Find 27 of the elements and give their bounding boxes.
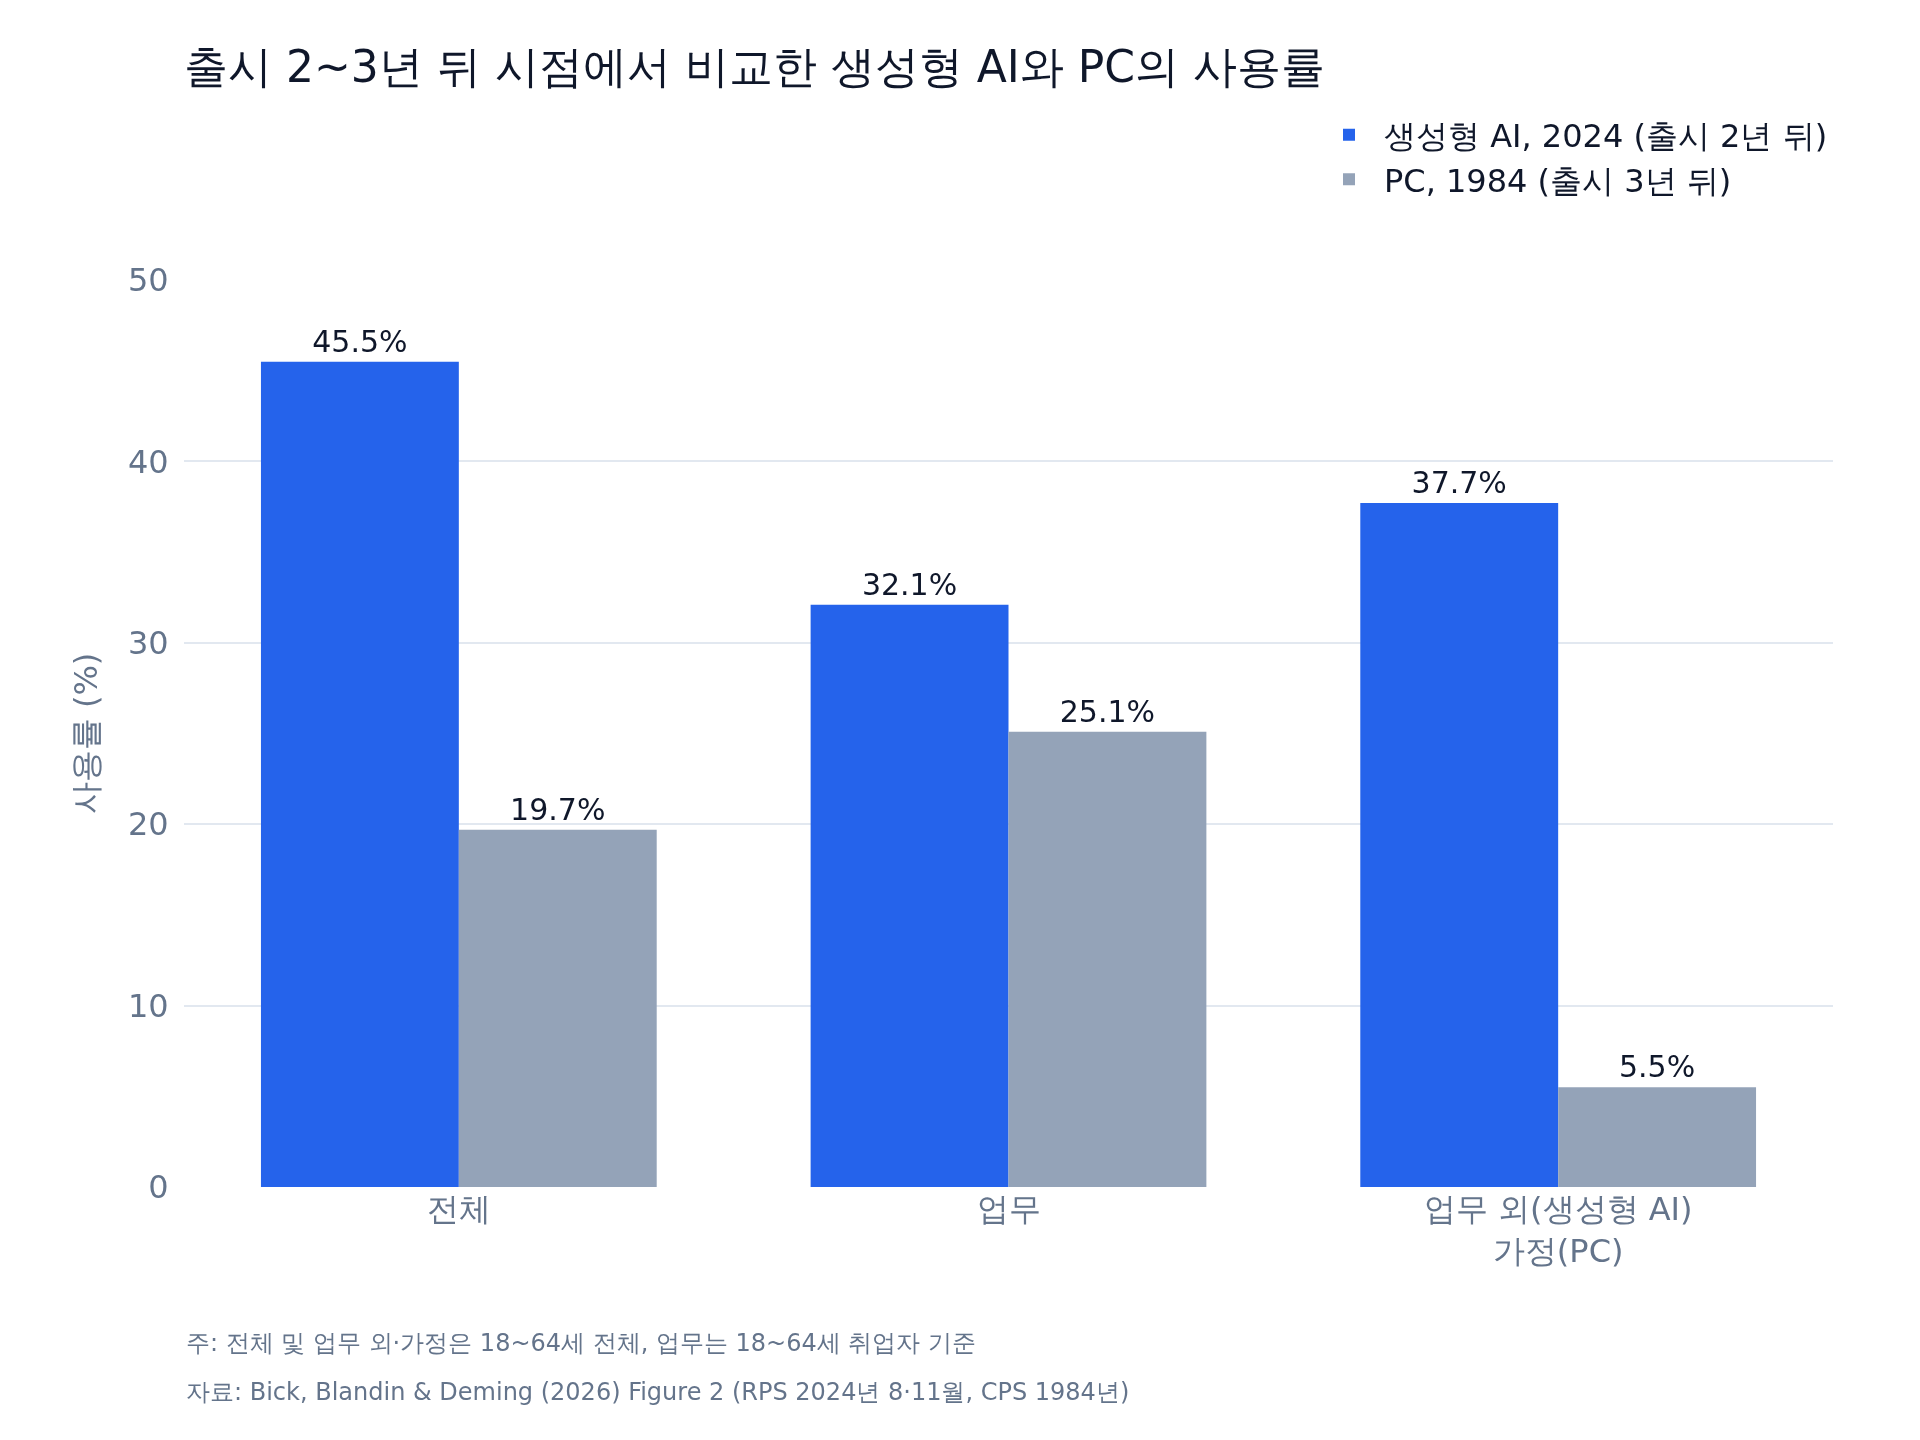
y-tick-label: 40 (127, 442, 169, 481)
y-tick-label: 50 (127, 261, 169, 300)
data-label: 5.5% (1619, 1049, 1696, 1085)
data-label: 25.1% (1059, 693, 1156, 729)
y-tick-label: 10 (127, 986, 169, 1025)
data-label: 19.7% (510, 791, 606, 827)
x-tick-label: 업무 (976, 1190, 1041, 1228)
bar (458, 829, 657, 1187)
chart-title: 출시 2~3년 뒤 시점에서 비교한 생성형 AI와 PC의 사용률 (184, 41, 1326, 93)
y-axis-title: 사용률 (%) (67, 652, 106, 815)
data-label: 37.7% (1411, 465, 1507, 501)
bar (1008, 731, 1207, 1187)
bar (260, 361, 459, 1187)
data-label: 32.1% (861, 566, 958, 602)
y-tick-label: 30 (127, 624, 169, 662)
text: 주: 전체 및 업무 외·가정은 18~64세 전체, 업무는 18~64세 취업자 기준 (186, 1329, 977, 1357)
x-tick-label: 전체 (426, 1190, 491, 1228)
bar (1558, 1087, 1757, 1187)
text: 자료: Bick, Blandin & Deming (2026) Figure 2 (RPS 2024년 8·11월, CPS 1984년) (186, 1378, 1130, 1406)
y-tick-label: 0 (148, 1168, 169, 1207)
bar (1360, 503, 1559, 1187)
data-label: 45.5% (312, 323, 408, 359)
legend-label: PC, 1984 (출시 3년 뒤) (1384, 161, 1732, 200)
x-tick-label: 업무 외(생성형 AI) 가정(PC) (1423, 1190, 1693, 1270)
legend-label: 생성형 AI, 2024 (출시 2년 뒤) (1384, 117, 1828, 156)
y-tick-label: 20 (127, 805, 169, 844)
bar (810, 604, 1009, 1187)
